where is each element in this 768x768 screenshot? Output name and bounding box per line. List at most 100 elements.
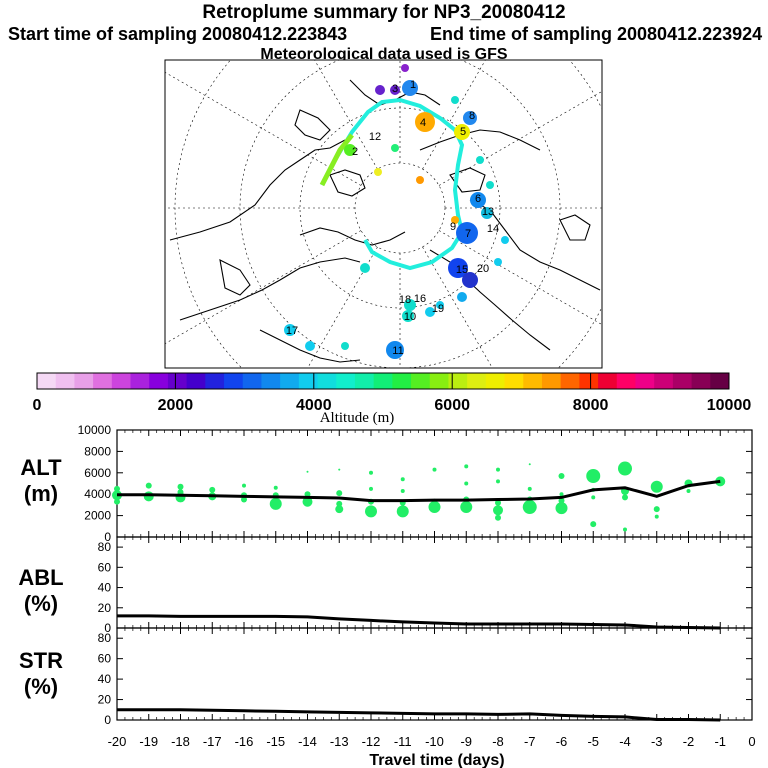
- alt-ytick-label: 8000: [84, 444, 111, 458]
- colorbar-swatch: [373, 373, 393, 389]
- colorbar-swatch: [93, 373, 113, 389]
- x-tick-label: -6: [556, 734, 568, 749]
- colorbar-swatch: [74, 373, 94, 389]
- trajectory-marker: [305, 341, 315, 351]
- coastline: [329, 169, 366, 197]
- map-day-label: 17: [286, 325, 298, 337]
- x-axis-label: Travel time (days): [369, 752, 504, 768]
- trajectory-marker: [404, 299, 416, 311]
- alt-scatter-point: [654, 514, 659, 519]
- x-tick-label: -1: [714, 734, 726, 749]
- alt-scatter-point: [143, 491, 154, 502]
- abl-ytick-label: 40: [98, 581, 112, 595]
- alt-scatter-point: [432, 467, 437, 472]
- map-frame: [164, 59, 603, 369]
- alt-ytick-label: 6000: [84, 466, 111, 480]
- alt-scatter-point: [428, 501, 441, 514]
- map-day-label: 14: [487, 223, 499, 235]
- alt-scatter-point: [522, 500, 537, 515]
- trajectory-marker: [401, 64, 409, 72]
- colorbar-swatch: [37, 373, 57, 389]
- colorbar-swatch: [261, 373, 281, 389]
- alt-ytick-label: 2000: [84, 509, 111, 523]
- alt-scatter-point: [209, 486, 216, 493]
- x-tick-label: -16: [235, 734, 254, 749]
- alt-scatter-point: [527, 486, 532, 491]
- colorbar-swatch: [523, 373, 543, 389]
- trajectory-marker: [436, 301, 444, 309]
- coastline: [219, 259, 251, 296]
- colorbar-swatch: [448, 373, 468, 389]
- alt-scatter-point: [335, 505, 344, 514]
- colorbar-swatch: [186, 373, 206, 389]
- coastline: [294, 109, 331, 141]
- map-day-label: 19: [432, 303, 444, 315]
- trajectory-marker: [457, 292, 467, 302]
- alt-scatter-point: [400, 488, 405, 493]
- trajectory-marker: [463, 111, 477, 125]
- x-tick-label: -4: [619, 734, 631, 749]
- x-tick-label: -7: [524, 734, 536, 749]
- trajectory-marker: [284, 324, 296, 336]
- colorbar-tick-label: 4000: [296, 397, 332, 414]
- str-panel: 0 20 40 60 80: [98, 627, 753, 727]
- map-day-label: 4: [420, 117, 426, 129]
- x-tick-label: -3: [651, 734, 663, 749]
- abl-ytick-label: 0: [104, 621, 111, 635]
- alt-panel: 0 2000 4000 6000 8000 10000: [78, 423, 753, 544]
- str-ytick-label: 60: [98, 652, 112, 666]
- alt-scatter-point: [114, 485, 120, 492]
- colorbar-swatch: [298, 373, 319, 389]
- alt-scatter-point: [336, 500, 343, 507]
- colorbar-swatch: [392, 373, 412, 389]
- alt-scatter-point: [336, 490, 343, 497]
- colorbar-swatch: [579, 373, 599, 389]
- trajectory-marker: [402, 80, 418, 96]
- str-ytick-label: 20: [98, 693, 112, 707]
- alt-scatter-point: [460, 501, 473, 514]
- trajectory-marker: [425, 307, 435, 317]
- coastline: [449, 167, 486, 193]
- trajectory-marker: [451, 96, 459, 104]
- alt-scatter-point: [338, 468, 341, 471]
- trajectory-marker: [476, 156, 484, 164]
- x-tick-label: -5: [587, 734, 599, 749]
- alt-scatter-point: [493, 505, 503, 516]
- chart-title: Retroplume summary for NP3_20080412: [202, 2, 566, 23]
- alt-scatter-point: [495, 514, 501, 521]
- x-tick-label: -2: [683, 734, 695, 749]
- colorbar-swatch: [149, 373, 169, 389]
- map-day-label: 5: [460, 126, 466, 138]
- trajectory-marker: [501, 236, 509, 244]
- alt-scatter-point: [623, 527, 627, 532]
- colorbar-swatch: [167, 373, 188, 389]
- trajectory-marker: [481, 207, 493, 219]
- alt-scatter-point: [558, 473, 565, 480]
- colorbar-swatch: [560, 373, 580, 389]
- abl-panel: 0 20 40 60 80: [98, 536, 753, 635]
- map-day-label: 6: [475, 193, 481, 205]
- map-day-label: 1: [410, 79, 416, 91]
- map-day-label: 7: [465, 228, 471, 240]
- x-tick-label: -12: [362, 734, 381, 749]
- x-tick-label: -17: [203, 734, 222, 749]
- alt-scatter-point: [242, 483, 246, 488]
- abl-frame: [116, 536, 753, 629]
- alt-scatter-point: [302, 496, 313, 507]
- alt-scatter-point: [495, 499, 501, 506]
- alt-scatter-point: [114, 498, 120, 505]
- colorbar-swatch: [130, 373, 150, 389]
- colorbar-tick-label: 0: [33, 397, 42, 414]
- coastline: [419, 129, 541, 151]
- alt-panel-label: ALT (m): [20, 455, 62, 506]
- alt-scatter-point: [464, 481, 469, 486]
- colorbar-swatch: [354, 373, 375, 389]
- x-tick-label: -11: [394, 734, 412, 749]
- trajectory-marker: [344, 144, 356, 156]
- alt-series-line: [117, 479, 721, 503]
- map-day-label: 8: [469, 110, 475, 122]
- x-tick-label: 0: [748, 734, 755, 749]
- map-day-label: 16: [414, 293, 426, 305]
- trajectory-marker: [341, 342, 349, 350]
